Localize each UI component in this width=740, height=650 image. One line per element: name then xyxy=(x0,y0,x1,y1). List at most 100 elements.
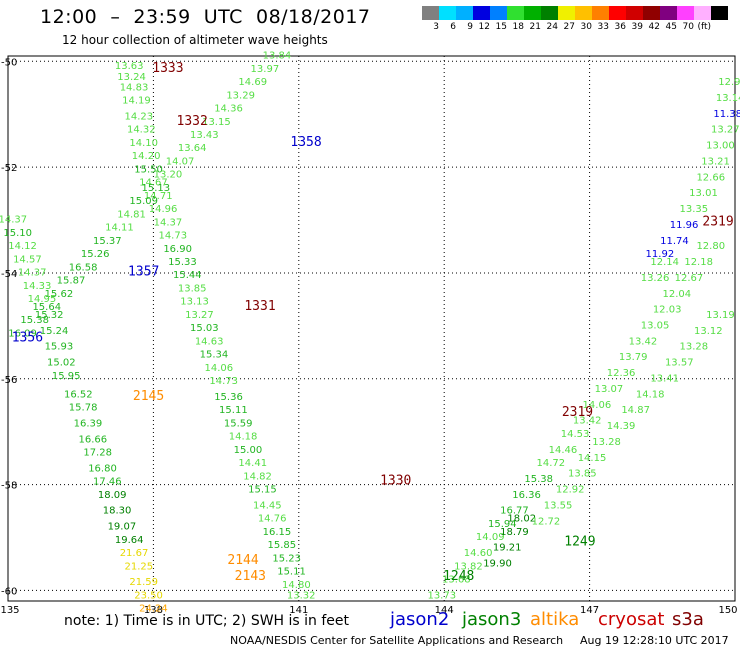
pass-time-label: 2319 xyxy=(562,405,593,420)
chart-subtitle: 12 hour collection of altimeter wave hei… xyxy=(62,33,328,47)
colorbar-swatch xyxy=(643,6,660,20)
swh-data-point: 14.39 xyxy=(607,421,636,432)
swh-data-point: 19.90 xyxy=(483,559,512,570)
swh-data-point: 21.59 xyxy=(129,577,158,588)
swh-data-point: 13.63 xyxy=(115,61,144,72)
swh-data-point: 15.33 xyxy=(168,257,197,268)
swh-data-point: 14.60 xyxy=(464,548,493,559)
swh-data-point: 14.80 xyxy=(282,580,311,591)
swh-data-point: 16.66 xyxy=(78,434,107,445)
pass-time-label: 1358 xyxy=(290,135,321,150)
swh-data-point: 14.96 xyxy=(149,204,178,215)
colorbar-swatch xyxy=(660,6,677,20)
swh-data-point: 19.64 xyxy=(115,535,144,546)
colorbar-swatch xyxy=(507,6,524,20)
swh-data-point: 14.37 xyxy=(18,268,47,279)
swh-data-point: 15.78 xyxy=(69,403,98,414)
swh-data-point: 13.24 xyxy=(117,72,146,83)
swh-data-point: 21.25 xyxy=(125,561,154,572)
swh-data-point: 14.12 xyxy=(8,241,37,252)
pass-time-label: 1333 xyxy=(152,61,183,76)
pass-time-label: 1249 xyxy=(564,534,595,549)
colorbar-label: 24 xyxy=(546,22,558,32)
swh-data-point: 13.57 xyxy=(665,358,694,369)
swh-data-point: 14.06 xyxy=(205,363,234,374)
swh-data-point: 13.73 xyxy=(427,590,456,601)
colorbar-swatch xyxy=(711,6,728,20)
swh-data-point: 13.13 xyxy=(180,297,209,308)
colorbar-label: 6 xyxy=(450,22,456,32)
swh-data-point: 16.52 xyxy=(64,389,93,400)
swh-data-point: 24.24 xyxy=(139,604,168,615)
swh-data-point: 13.82 xyxy=(454,561,483,572)
swh-data-point: 12.72 xyxy=(532,516,561,527)
swh-data-point: 12.67 xyxy=(675,273,704,284)
swh-data-point: 13.35 xyxy=(679,204,708,215)
swh-data-point: 12.03 xyxy=(653,305,682,316)
colorbar-swatch xyxy=(609,6,626,20)
swh-data-point: 15.87 xyxy=(57,276,86,287)
swh-data-point: 19.21 xyxy=(493,543,522,554)
colorbar-label: (ft) xyxy=(697,22,711,32)
swh-data-point: 14.32 xyxy=(127,125,156,136)
swh-data-point: 13.28 xyxy=(592,437,621,448)
swh-data-point: 14.73 xyxy=(209,376,238,387)
swh-data-point: 15.36 xyxy=(214,392,243,403)
colorbar-swatch xyxy=(558,6,575,20)
swh-data-point: 12.04 xyxy=(663,289,692,300)
swh-data-point: 15.64 xyxy=(32,302,61,313)
swh-data-point: 17.46 xyxy=(93,477,122,488)
y-tick-label: -50 xyxy=(1,57,17,68)
x-tick-label: 135 xyxy=(0,605,19,616)
swh-data-point: 14.11 xyxy=(105,223,134,234)
colorbar-label: 21 xyxy=(529,22,541,32)
swh-data-point: 16.15 xyxy=(263,527,292,538)
swh-data-point: 16.58 xyxy=(69,262,98,273)
swh-data-point: 15.34 xyxy=(200,350,229,361)
swh-data-point: 13.20 xyxy=(154,170,183,181)
colorbar-label: 70 xyxy=(682,22,694,32)
swh-data-point: 11.92 xyxy=(646,249,675,260)
swh-data-point: 14.07 xyxy=(166,156,195,167)
swh-data-point: 14.95 xyxy=(28,294,57,305)
swh-data-point: 13.68 xyxy=(442,574,471,585)
swh-data-point: 16.90 xyxy=(163,244,192,255)
colorbar-swatch xyxy=(592,6,609,20)
swh-data-point: 13.43 xyxy=(190,130,219,141)
swh-data-point: 13.42 xyxy=(573,416,602,427)
colorbar-swatch xyxy=(439,6,456,20)
swh-data-point: 14.53 xyxy=(561,429,590,440)
swh-data-point: 13.27 xyxy=(185,310,214,321)
swh-data-point: 15.59 xyxy=(224,418,253,429)
swh-data-point: 13.26 xyxy=(641,273,670,284)
swh-data-point: 14.63 xyxy=(195,336,224,347)
swh-data-point: 11.38 xyxy=(713,109,740,120)
credit: NOAA/NESDIS Center for Satellite Applica… xyxy=(230,634,564,647)
swh-data-point: 15.38 xyxy=(524,474,553,485)
y-tick-label: -52 xyxy=(1,163,17,174)
swh-data-point: 18.09 xyxy=(98,490,127,501)
swh-data-point: 16.09 xyxy=(8,328,37,339)
swh-data-point: 11.96 xyxy=(670,220,699,231)
swh-data-point: 14.36 xyxy=(214,104,243,115)
swh-data-point: 14.06 xyxy=(583,400,612,411)
colorbar-swatch xyxy=(422,6,439,20)
colorbar-swatch xyxy=(524,6,541,20)
pass-time-label: 1357 xyxy=(128,265,159,280)
swh-data-point: 13.05 xyxy=(641,321,670,332)
colorbar-swatch xyxy=(677,6,694,20)
swh-data-point: 14.69 xyxy=(238,77,267,88)
swh-data-point: 13.28 xyxy=(679,342,708,353)
swh-data-point: 18.79 xyxy=(500,527,529,538)
swh-data-point: 12.80 xyxy=(696,241,725,252)
x-tick-label: 138 xyxy=(144,605,163,616)
pass-time-label: 1330 xyxy=(380,474,411,489)
swh-data-point: 14.57 xyxy=(13,254,42,265)
plot-frame xyxy=(7,55,736,602)
swh-data-point: 15.02 xyxy=(47,358,76,369)
swh-data-point: 15.44 xyxy=(173,270,202,281)
colorbar-swatch xyxy=(456,6,473,20)
swh-data-point: 13.15 xyxy=(202,117,231,128)
pass-time-label: 2145 xyxy=(133,389,164,404)
colorbar-labels: 3 6 9 12 15 18 21 24 27 30 33 36 39 42 45 70 (ft) xyxy=(422,22,711,32)
